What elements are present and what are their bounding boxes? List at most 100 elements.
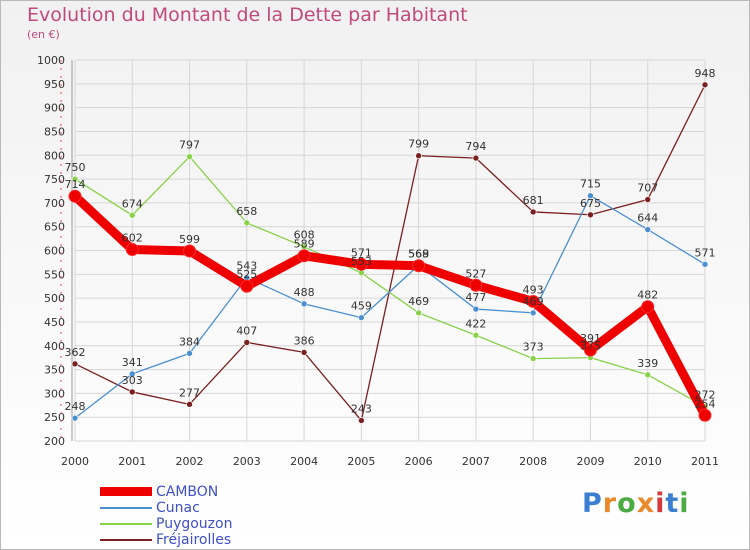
data-label-cambon: 527: [465, 267, 486, 280]
data-label-cunac: 644: [637, 212, 658, 225]
x-tick-label: 2011: [691, 455, 719, 468]
point-puygouzon: [71, 175, 79, 183]
data-label-cunac: 477: [465, 291, 486, 304]
legend-label: Cunac: [156, 500, 200, 516]
x-tick-label: 2000: [61, 455, 89, 468]
point-cambon: [469, 278, 483, 292]
point-cunac: [701, 261, 709, 268]
data-label-fréjairolles: 675: [580, 197, 601, 210]
y-tick-label: 550: [44, 268, 65, 281]
point-cunac: [529, 309, 537, 317]
data-label-puygouzon: 469: [408, 295, 429, 308]
data-label-cunac: 384: [179, 335, 200, 348]
point-cambon: [354, 257, 368, 271]
legend-label: CAMBON: [156, 484, 219, 500]
data-label-puygouzon: 272: [695, 389, 716, 402]
data-label-cambon: 482: [637, 289, 658, 302]
point-fréjairolles: [587, 211, 594, 219]
point-cambon: [526, 294, 540, 308]
data-label-cambon: 589: [294, 238, 315, 251]
y-tick-label: 1000: [37, 54, 65, 67]
data-label-puygouzon: 375: [580, 340, 601, 353]
data-label-fréjairolles: 794: [465, 140, 486, 153]
proxiti-logo: Proxiti: [582, 488, 690, 519]
point-cambon: [125, 243, 139, 257]
data-label-cambon: 714: [65, 178, 86, 191]
point-puygouzon: [529, 355, 537, 362]
data-label-fréjairolles: 277: [179, 386, 200, 399]
data-label-puygouzon: 797: [179, 139, 200, 152]
data-label-cambon: 602: [122, 232, 143, 245]
y-tick-label: 750: [44, 173, 65, 186]
data-label-fréjairolles: 799: [408, 138, 429, 151]
point-puygouzon: [644, 371, 652, 379]
y-tick-label: 650: [44, 221, 65, 234]
data-label-puygouzon: 608: [294, 229, 315, 242]
point-fréjairolles: [71, 360, 79, 368]
data-label-fréjairolles: 362: [65, 346, 86, 359]
data-label-cunac: 488: [294, 286, 315, 299]
x-tick-label: 2003: [233, 455, 261, 468]
data-label-cambon: 571: [351, 246, 372, 259]
point-cambon: [698, 408, 712, 422]
point-cambon: [297, 249, 311, 263]
legend-label: Fréjairolles: [156, 532, 232, 548]
point-cunac: [472, 305, 480, 313]
data-label-fréjairolles: 681: [523, 194, 544, 207]
point-fréjairolles: [472, 154, 480, 162]
data-label-fréjairolles: 948: [695, 67, 716, 80]
y-tick-label: 700: [44, 197, 65, 210]
data-label-cambon: 525: [236, 268, 257, 281]
legend-swatch: [100, 539, 152, 541]
data-label-fréjairolles: 407: [236, 324, 257, 337]
point-puygouzon: [128, 211, 136, 219]
data-label-puygouzon: 553: [351, 255, 372, 268]
point-cambon: [641, 300, 655, 314]
data-label-fréjairolles: 386: [294, 334, 315, 347]
point-cunac: [128, 370, 136, 378]
x-tick-label: 2006: [405, 455, 433, 468]
y-tick-label: 950: [44, 78, 65, 91]
point-fréjairolles: [186, 401, 193, 408]
chart-unit: (en €): [27, 28, 60, 41]
data-label-cunac: 469: [523, 295, 544, 308]
y-tick-label: 900: [44, 102, 65, 115]
data-label-cunac: 543: [236, 260, 257, 273]
point-cunac: [300, 300, 308, 308]
x-tick-label: 2010: [634, 455, 662, 468]
point-cambon: [68, 189, 82, 203]
point-cunac: [644, 226, 652, 233]
point-cambon: [183, 244, 197, 258]
point-puygouzon: [243, 219, 251, 227]
point-puygouzon: [186, 153, 193, 160]
x-tick-label: 2007: [462, 455, 490, 468]
y-tick-label: 350: [44, 364, 65, 377]
series-line-cambon: [70, 191, 710, 420]
data-label-puygouzon: 422: [465, 317, 486, 330]
data-label-cambon: 493: [523, 283, 544, 296]
legend-swatch: [100, 523, 152, 525]
data-label-cambon: 391: [580, 332, 601, 345]
point-puygouzon: [415, 309, 422, 317]
point-puygouzon: [472, 331, 480, 339]
y-tick-label: 450: [44, 316, 65, 329]
point-cunac: [358, 314, 365, 321]
data-label-fréjairolles: 707: [637, 182, 658, 195]
legend-swatch: [100, 487, 152, 496]
data-label-cunac: 459: [351, 300, 372, 313]
data-label-cunac: 341: [122, 356, 143, 369]
point-fréjairolles: [358, 417, 365, 424]
y-tick-label: 250: [44, 411, 65, 424]
data-label-fréjairolles: 303: [122, 374, 143, 387]
point-cunac: [186, 350, 193, 357]
data-label-puygouzon: 674: [122, 197, 143, 210]
series-line-puygouzon: [74, 156, 706, 408]
y-tick-label: 300: [44, 387, 65, 400]
point-fréjairolles: [128, 388, 136, 396]
legend-swatch: [100, 507, 152, 509]
point-cunac: [71, 414, 79, 422]
data-label-cunac: 571: [695, 246, 716, 259]
data-label-cunac: 715: [580, 178, 601, 191]
